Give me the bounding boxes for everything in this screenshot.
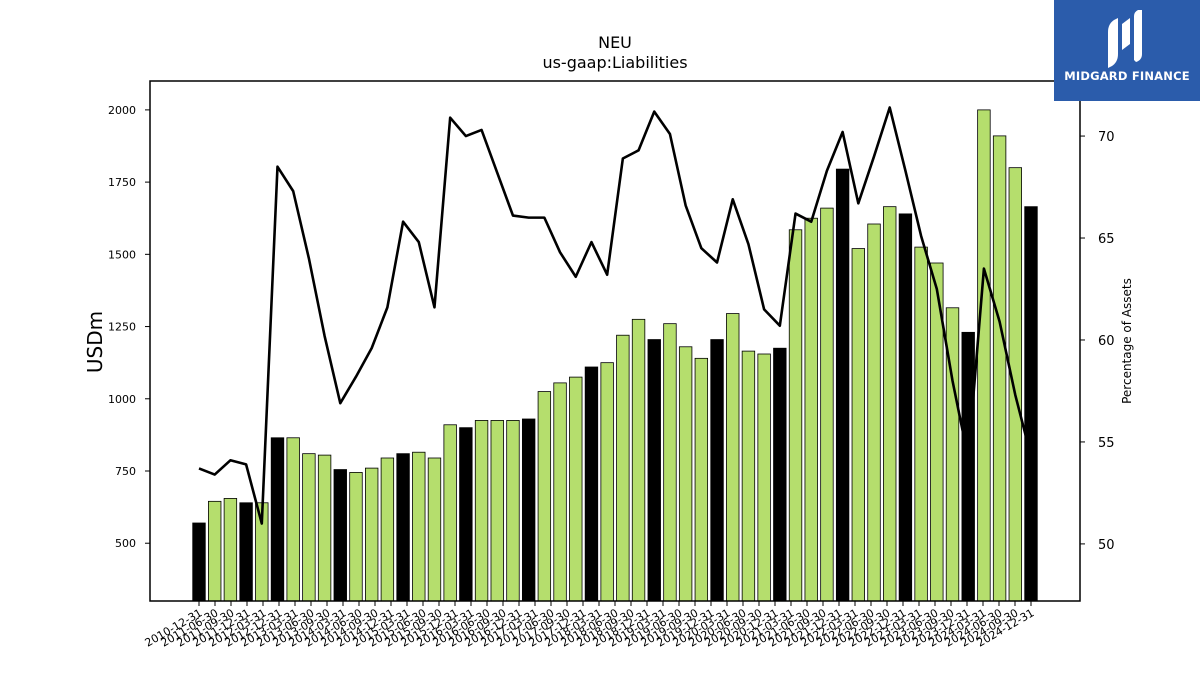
y-axis-label-left: USDm — [83, 311, 107, 373]
bar-2019-09-30 — [742, 351, 755, 601]
bar-2015-09-30 — [491, 420, 504, 601]
bar-2014-06-30 — [412, 452, 425, 601]
bar-2018-06-30 — [664, 324, 677, 601]
bar-2022-03-31 — [899, 214, 912, 601]
bar-2020-03-31 — [774, 348, 787, 601]
bar-2012-12-31 — [318, 455, 331, 601]
bar-2017-09-30 — [617, 335, 630, 601]
bar-2019-06-30 — [726, 314, 739, 601]
bar-2017-06-30 — [601, 363, 614, 601]
bar-2021-06-30 — [852, 249, 865, 601]
bar-2015-12-31 — [507, 420, 520, 601]
left-y-axis: 500 750 1000 1250 1500 1750 2000 — [108, 104, 150, 550]
bar-2023-06-30 — [978, 110, 991, 601]
bar-2019-03-31 — [711, 340, 724, 601]
bar-2020-09-30 — [805, 218, 818, 601]
bar-2012-03-31 — [271, 438, 284, 601]
bar-2010-12-31 — [193, 523, 206, 601]
right-tick-label: 65 — [1098, 232, 1115, 247]
bar-2019-12-31 — [758, 354, 771, 601]
left-tick-label: 2000 — [108, 104, 136, 117]
brand-name: MIDGARD FINANCE — [1054, 69, 1200, 83]
midgard-logo-icon — [1104, 10, 1150, 68]
bar-2013-03-31 — [334, 470, 347, 601]
bar-2016-03-31 — [522, 419, 535, 601]
bar-2014-09-30 — [428, 458, 441, 601]
bar-2021-12-31 — [883, 207, 896, 601]
bar-2013-12-31 — [381, 458, 394, 601]
bar-2022-06-30 — [915, 247, 928, 601]
bar-2020-06-30 — [789, 230, 802, 601]
bar-2021-09-30 — [868, 224, 881, 601]
bar-2023-09-30 — [993, 136, 1006, 601]
bar-2013-09-30 — [365, 468, 378, 601]
left-tick-label: 1000 — [108, 393, 136, 406]
left-tick-label: 1500 — [108, 248, 136, 261]
bar-2016-06-30 — [538, 392, 551, 601]
bar-series — [193, 110, 1038, 601]
bar-2015-06-30 — [475, 420, 488, 601]
bar-2012-09-30 — [303, 454, 316, 601]
bar-2014-12-31 — [444, 425, 457, 601]
liabilities-chart: NEU us-gaap:Liabilities 500 750 1000 1250 15… — [0, 0, 1200, 675]
bar-2012-06-30 — [287, 438, 300, 601]
left-tick-label: 750 — [115, 465, 136, 478]
left-tick-label: 500 — [115, 537, 136, 550]
left-tick-label: 1250 — [108, 321, 136, 334]
bar-2018-12-31 — [695, 358, 708, 601]
right-tick-label: 55 — [1098, 436, 1115, 451]
bar-2020-12-31 — [821, 208, 834, 601]
bar-2011-09-30 — [240, 503, 253, 601]
bar-2018-03-31 — [648, 340, 661, 601]
bar-2011-03-31 — [208, 501, 221, 601]
right-tick-label: 50 — [1098, 538, 1115, 553]
chart-title: NEU — [598, 33, 632, 52]
bar-2016-12-31 — [569, 377, 582, 601]
bar-2017-12-31 — [632, 319, 645, 601]
bar-2023-03-31 — [962, 332, 975, 601]
bar-2023-12-31 — [1009, 168, 1022, 601]
bar-2018-09-30 — [679, 347, 692, 601]
bar-2024-03-31 — [1025, 207, 1038, 601]
right-tick-label: 70 — [1098, 130, 1115, 145]
bar-2014-03-31 — [397, 454, 410, 601]
brand-logo: MIDGARD FINANCE — [1054, 0, 1200, 101]
bar-2011-06-30 — [224, 498, 237, 601]
bar-2015-03-31 — [460, 428, 473, 601]
bar-2013-06-30 — [350, 472, 363, 601]
bar-2017-03-31 — [585, 367, 598, 601]
left-tick-label: 1750 — [108, 176, 136, 189]
bar-2016-09-30 — [554, 383, 567, 601]
bar-2021-03-31 — [836, 169, 849, 601]
y-axis-label-right: Percentage of Assets — [1120, 278, 1134, 404]
right-tick-label: 60 — [1098, 334, 1115, 349]
chart-subtitle: us-gaap:Liabilities — [542, 53, 687, 72]
x-axis: 2010-12-312011-06-302011-09-302011-12-31… — [143, 601, 1037, 650]
right-y-axis: 50 55 60 65 70 — [1080, 130, 1115, 553]
